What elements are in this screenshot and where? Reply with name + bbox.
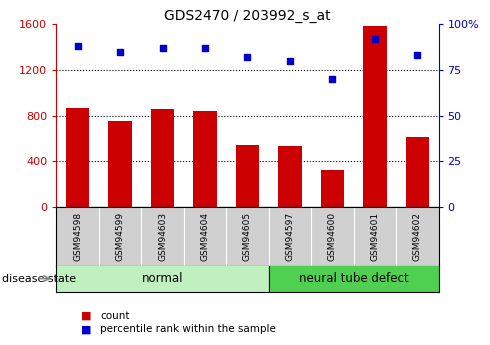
- Text: GSM94597: GSM94597: [285, 212, 294, 261]
- Bar: [269, 266, 439, 292]
- Point: [244, 54, 251, 60]
- Bar: [56, 266, 269, 292]
- Bar: [406, 137, 429, 207]
- Text: GSM94600: GSM94600: [328, 212, 337, 261]
- Text: normal: normal: [142, 272, 183, 285]
- Text: GSM94602: GSM94602: [413, 212, 422, 261]
- Text: neural tube defect: neural tube defect: [299, 272, 409, 285]
- Bar: [236, 145, 259, 207]
- Bar: [108, 121, 132, 207]
- Title: GDS2470 / 203992_s_at: GDS2470 / 203992_s_at: [164, 9, 331, 23]
- Point: [74, 43, 81, 49]
- Point: [371, 36, 379, 41]
- Bar: [278, 146, 301, 207]
- Bar: [66, 108, 89, 207]
- Point: [328, 76, 336, 82]
- Text: GSM94603: GSM94603: [158, 212, 167, 261]
- Point: [159, 45, 167, 51]
- Bar: [320, 170, 344, 207]
- Text: GSM94599: GSM94599: [116, 212, 124, 261]
- Text: ■: ■: [81, 311, 91, 321]
- Text: GSM94604: GSM94604: [200, 212, 210, 261]
- Point: [201, 45, 209, 51]
- Text: ■: ■: [81, 325, 91, 334]
- Bar: [193, 111, 217, 207]
- Text: disease state: disease state: [2, 274, 76, 284]
- Text: count: count: [100, 311, 130, 321]
- Text: GSM94605: GSM94605: [243, 212, 252, 261]
- Point: [116, 49, 124, 54]
- Bar: [363, 27, 387, 207]
- Point: [414, 52, 421, 58]
- Point: [286, 58, 294, 63]
- Text: GSM94598: GSM94598: [73, 212, 82, 261]
- Text: GSM94601: GSM94601: [370, 212, 379, 261]
- Text: percentile rank within the sample: percentile rank within the sample: [100, 325, 276, 334]
- Bar: [151, 109, 174, 207]
